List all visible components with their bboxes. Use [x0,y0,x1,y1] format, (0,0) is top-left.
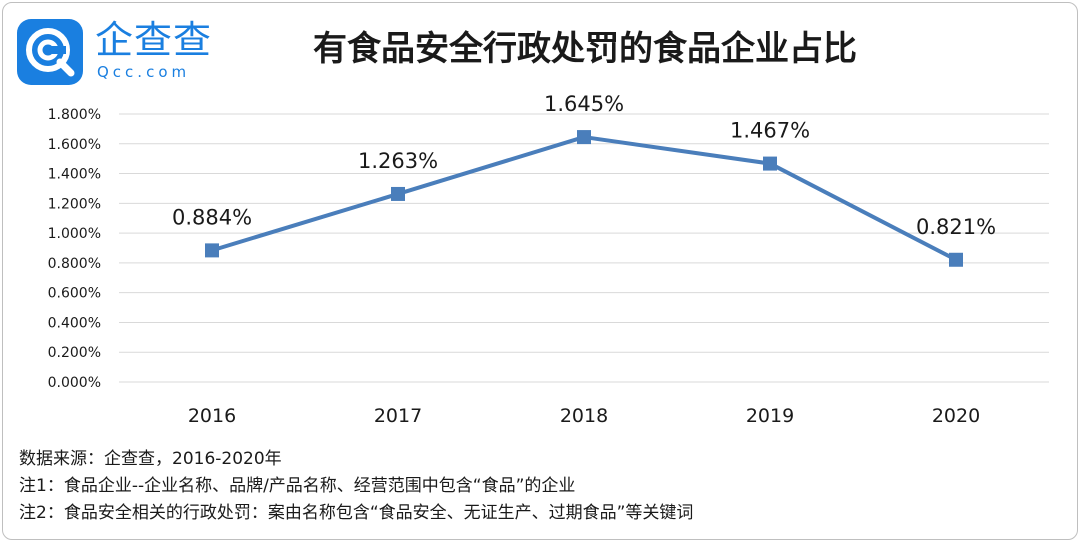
y-tick-label: 0.600% [48,286,101,302]
y-tick-label: 1.000% [48,226,101,242]
data-point-marker [577,130,591,145]
x-tick-label: 2020 [932,405,980,427]
y-tick-label: 1.600% [48,137,101,153]
line-chart: 0.000% 0.200% 0.400% 0.600% 0.800% 1.000% 1.20… [48,92,1049,427]
y-tick-label: 0.200% [48,345,101,361]
x-tick-label: 2016 [188,405,236,427]
data-label: 1.467% [730,119,810,143]
brand-logo: 企查查 Qcc.com [17,15,237,85]
brand-name: 企查查 [95,18,213,62]
data-label: 0.821% [916,215,996,239]
y-tick-label: 1.400% [48,167,101,183]
x-axis-ticks: 2016 2017 2018 2019 2020 [188,405,980,427]
y-tick-label: 0.400% [48,315,101,331]
qcc-logo-icon [17,19,83,85]
data-labels: 0.884% 1.263% 1.645% 1.467% 0.821% [172,92,996,239]
series-line [210,135,958,262]
note-2: 注2：食品安全相关的行政处罚：案由名称包含“食品安全、无证生产、过期食品”等关键… [19,503,694,523]
chart-title: 有食品安全行政处罚的食品企业占比 [313,29,857,69]
note-1: 注1：食品企业--企业名称、品牌/产品名称、经营范围中包含“食品”的企业 [19,476,576,496]
x-tick-label: 2019 [746,405,794,427]
data-point-marker [949,252,963,267]
note-source: 数据来源：企查查，2016-2020年 [19,449,282,469]
data-label: 1.263% [358,149,438,173]
x-tick-label: 2017 [374,405,422,427]
y-tick-label: 1.800% [48,107,101,123]
x-tick-label: 2018 [560,405,608,427]
series-line-group [210,135,958,262]
gridlines [119,113,1049,383]
y-tick-label: 0.000% [48,375,101,391]
data-point-marker [391,186,405,201]
y-axis-ticks: 0.000% 0.200% 0.400% 0.600% 0.800% 1.000% 1.20… [48,107,101,391]
data-point-marker [205,243,219,258]
data-label: 0.884% [172,205,252,229]
markers [205,130,963,267]
data-point-marker [763,156,777,171]
y-tick-label: 1.200% [48,196,101,212]
y-tick-label: 0.800% [48,256,101,272]
footnotes: 数据来源：企查查，2016-2020年 注1：食品企业--企业名称、品牌/产品名… [19,446,1059,527]
data-label: 1.645% [544,92,624,116]
brand-domain: Qcc.com [97,63,191,81]
